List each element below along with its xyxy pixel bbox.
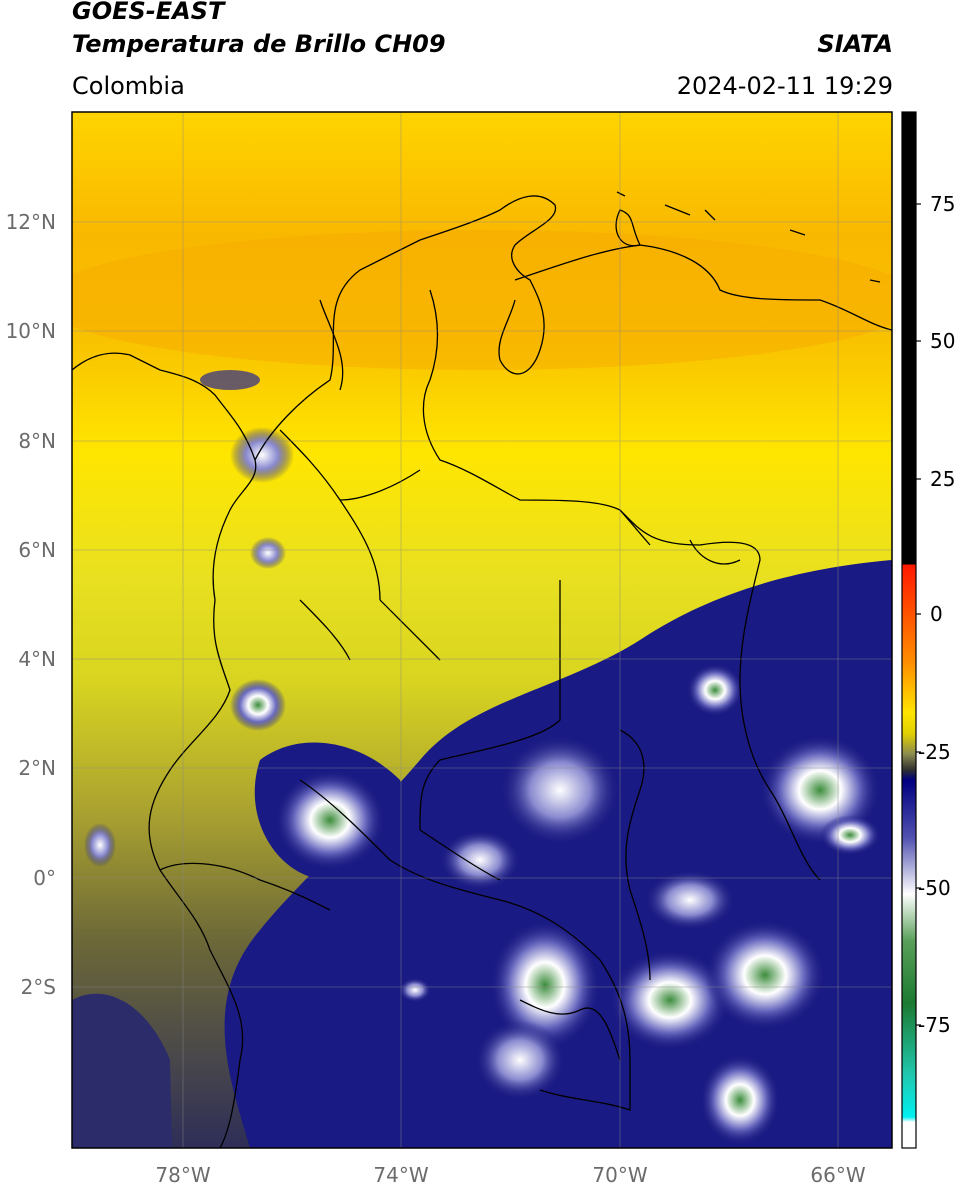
lat-tick: 8°N [18, 429, 56, 453]
lat-tick: 0° [33, 866, 56, 890]
lat-tick: 12°N [6, 210, 56, 234]
colorbar-tick: -50 [918, 876, 951, 900]
lat-tick: 10°N [6, 319, 56, 343]
colorbar: 75 50 25 0 -25 -50 -75 [901, 111, 955, 1149]
title-goes-east: GOES-EAST [72, 0, 225, 25]
lon-tick: 70°W [592, 1163, 647, 1187]
longitude-axis: 78°W 74°W 70°W 66°W [155, 1163, 865, 1187]
brand-siata: SIATA [817, 30, 893, 58]
colorbar-gradient [901, 111, 917, 1149]
colorbar-tick: 75 [930, 192, 955, 216]
borders [72, 191, 892, 1148]
datetime-label: 2024-02-11 19:29 [676, 72, 893, 100]
title-product: Temperatura de Brillo CH09 [72, 30, 446, 58]
map-frame [71, 111, 893, 1149]
lat-tick: 6°N [18, 538, 56, 562]
colorbar-tick: 25 [930, 467, 955, 491]
lon-tick: 74°W [373, 1163, 428, 1187]
brightness-temperature-field [72, 112, 892, 1148]
lat-tick: 2°N [18, 756, 56, 780]
lat-tick: 4°N [18, 647, 56, 671]
colorbar-tick: 50 [930, 329, 955, 353]
lat-tick: 2°S [21, 975, 56, 999]
colorbar-tick: 0 [930, 602, 943, 626]
graticule [72, 112, 892, 1148]
lon-tick: 66°W [810, 1163, 865, 1187]
lon-tick: 78°W [155, 1163, 210, 1187]
latitude-axis: 12°N 10°N 8°N 6°N 4°N 2°N 0° 2°S [6, 210, 56, 999]
colorbar-tick: -25 [918, 740, 951, 764]
colorbar-tick: -75 [918, 1013, 951, 1037]
region-label: Colombia [72, 72, 185, 100]
